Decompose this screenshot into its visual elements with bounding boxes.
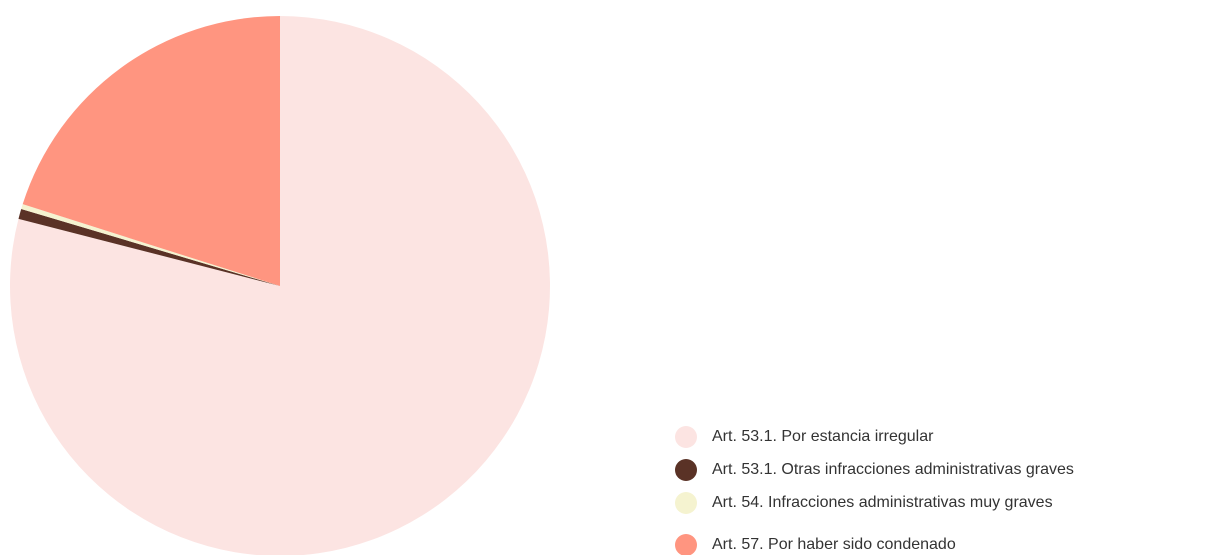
pie-slice	[21, 204, 280, 286]
pie-slice	[9, 16, 550, 556]
legend-label: Art. 54. Infracciones administrativas mu…	[712, 494, 1053, 511]
legend-swatch	[675, 426, 697, 448]
pie-slice	[22, 15, 280, 286]
legend-swatch	[675, 492, 697, 514]
pie-slice	[18, 209, 281, 286]
legend-swatch	[675, 459, 697, 481]
legend-swatch	[675, 534, 697, 556]
legend-label: Art. 57. Por haber sido condenado	[712, 536, 956, 553]
legend-label: Art. 53.1. Otras infracciones administra…	[712, 461, 1074, 478]
legend-label: Art. 53.1. Por estancia irregular	[712, 428, 934, 445]
